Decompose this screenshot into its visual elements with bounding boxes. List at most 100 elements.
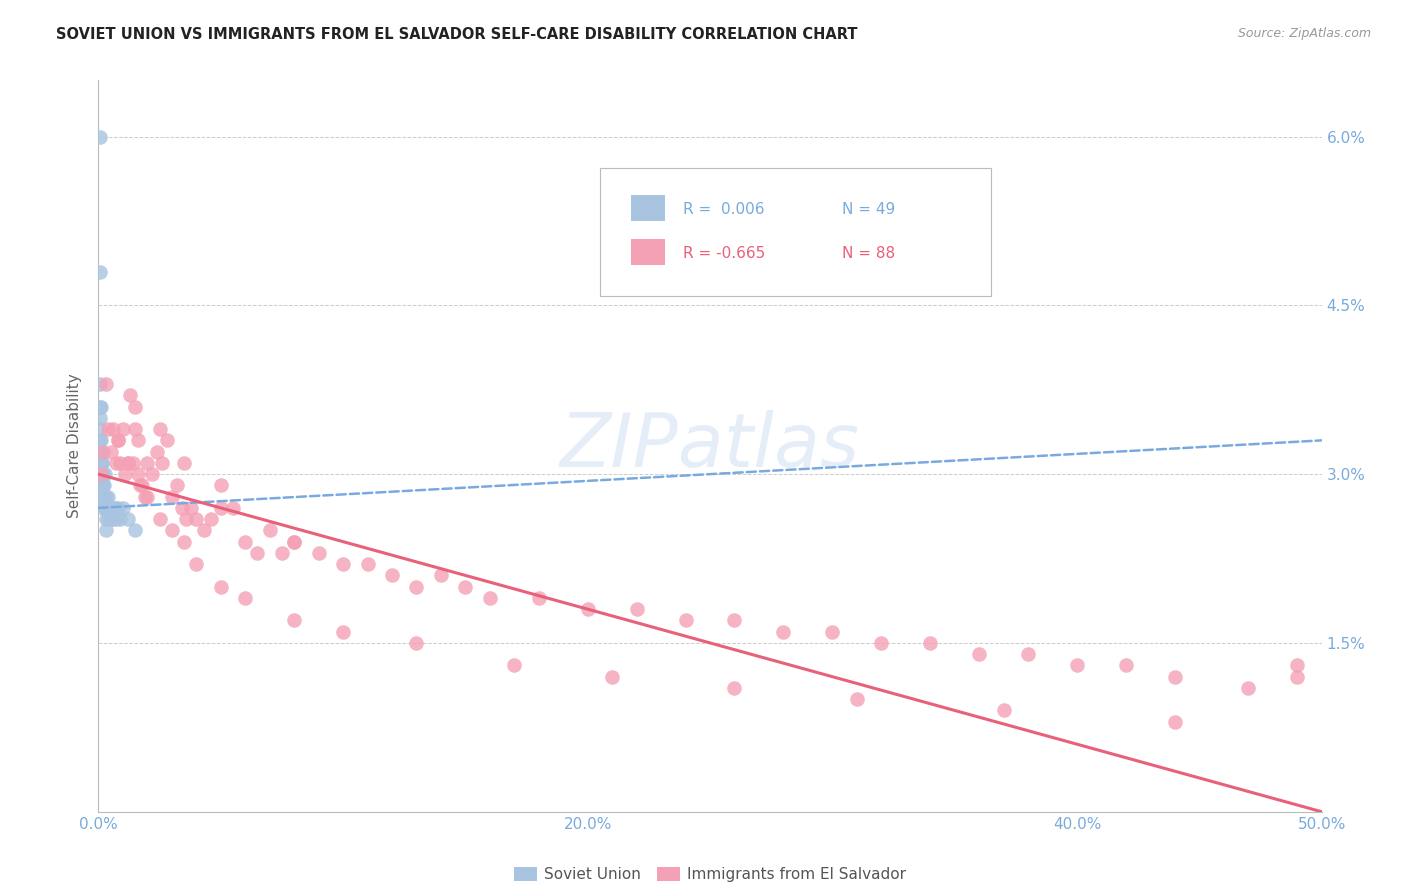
- Point: [89, 422, 111, 436]
- Point: [356, 557, 378, 571]
- Point: [600, 670, 623, 684]
- Point: [90, 467, 112, 482]
- Point: [405, 636, 427, 650]
- Point: [967, 647, 990, 661]
- Point: [90, 400, 112, 414]
- Point: [173, 534, 195, 549]
- Point: [90, 444, 112, 458]
- Point: [90, 434, 112, 448]
- Point: [527, 591, 550, 605]
- Point: [233, 591, 256, 605]
- Y-axis label: Self-Care Disability: Self-Care Disability: [67, 374, 83, 518]
- Point: [134, 490, 156, 504]
- Point: [94, 490, 117, 504]
- Point: [93, 490, 115, 504]
- Point: [209, 500, 232, 515]
- Point: [101, 512, 124, 526]
- Point: [97, 500, 120, 515]
- Point: [91, 456, 114, 470]
- Point: [478, 591, 501, 605]
- Point: [772, 624, 794, 639]
- Point: [821, 624, 844, 639]
- Point: [1115, 658, 1137, 673]
- Point: [104, 456, 127, 470]
- Point: [1164, 714, 1187, 729]
- Point: [91, 490, 114, 504]
- Text: ZIPatlas: ZIPatlas: [560, 410, 860, 482]
- Point: [626, 602, 648, 616]
- Point: [136, 490, 159, 504]
- Point: [1017, 647, 1039, 661]
- Point: [94, 377, 117, 392]
- Point: [94, 524, 117, 538]
- Point: [186, 512, 208, 526]
- Point: [193, 524, 215, 538]
- Point: [308, 546, 330, 560]
- Point: [283, 534, 305, 549]
- Point: [111, 500, 134, 515]
- Point: [576, 602, 599, 616]
- Point: [97, 490, 120, 504]
- Point: [127, 467, 149, 482]
- Point: [107, 500, 129, 515]
- Point: [186, 557, 208, 571]
- Text: Source: ZipAtlas.com: Source: ZipAtlas.com: [1237, 27, 1371, 40]
- Point: [96, 500, 118, 515]
- Point: [89, 467, 111, 482]
- Text: R = -0.665: R = -0.665: [683, 246, 765, 261]
- Point: [90, 456, 112, 470]
- Point: [91, 467, 114, 482]
- Point: [160, 524, 183, 538]
- Point: [97, 512, 120, 526]
- Point: [94, 512, 117, 526]
- Point: [90, 456, 112, 470]
- Point: [723, 614, 745, 628]
- Point: [97, 422, 120, 436]
- Point: [120, 388, 142, 402]
- Point: [146, 444, 169, 458]
- Point: [259, 524, 281, 538]
- Point: [131, 478, 153, 492]
- Point: [124, 400, 146, 414]
- Point: [381, 568, 404, 582]
- Point: [209, 580, 232, 594]
- Point: [1237, 681, 1260, 695]
- Point: [173, 456, 195, 470]
- Point: [176, 512, 198, 526]
- Point: [110, 512, 132, 526]
- Point: [100, 500, 122, 515]
- Point: [170, 500, 193, 515]
- Point: [93, 500, 115, 515]
- Point: [149, 512, 172, 526]
- Point: [91, 490, 114, 504]
- Point: [270, 546, 294, 560]
- Point: [149, 422, 172, 436]
- Point: [332, 624, 354, 639]
- Point: [93, 467, 115, 482]
- Point: [845, 692, 868, 706]
- Point: [104, 500, 127, 515]
- FancyBboxPatch shape: [600, 168, 991, 296]
- Point: [430, 568, 453, 582]
- Point: [283, 614, 305, 628]
- Point: [100, 444, 122, 458]
- Point: [90, 467, 112, 482]
- Point: [1286, 670, 1309, 684]
- Legend: Soviet Union, Immigrants from El Salvador: Soviet Union, Immigrants from El Salvado…: [508, 861, 912, 888]
- Point: [1066, 658, 1088, 673]
- Point: [1286, 658, 1309, 673]
- Point: [283, 534, 305, 549]
- Point: [114, 467, 136, 482]
- Point: [124, 524, 146, 538]
- Point: [91, 467, 114, 482]
- Point: [405, 580, 427, 594]
- Point: [454, 580, 477, 594]
- Point: [675, 614, 697, 628]
- Point: [89, 410, 111, 425]
- Point: [150, 456, 173, 470]
- Point: [100, 512, 122, 526]
- Point: [89, 129, 111, 144]
- Point: [90, 478, 112, 492]
- Point: [156, 434, 179, 448]
- Text: N = 49: N = 49: [842, 202, 896, 218]
